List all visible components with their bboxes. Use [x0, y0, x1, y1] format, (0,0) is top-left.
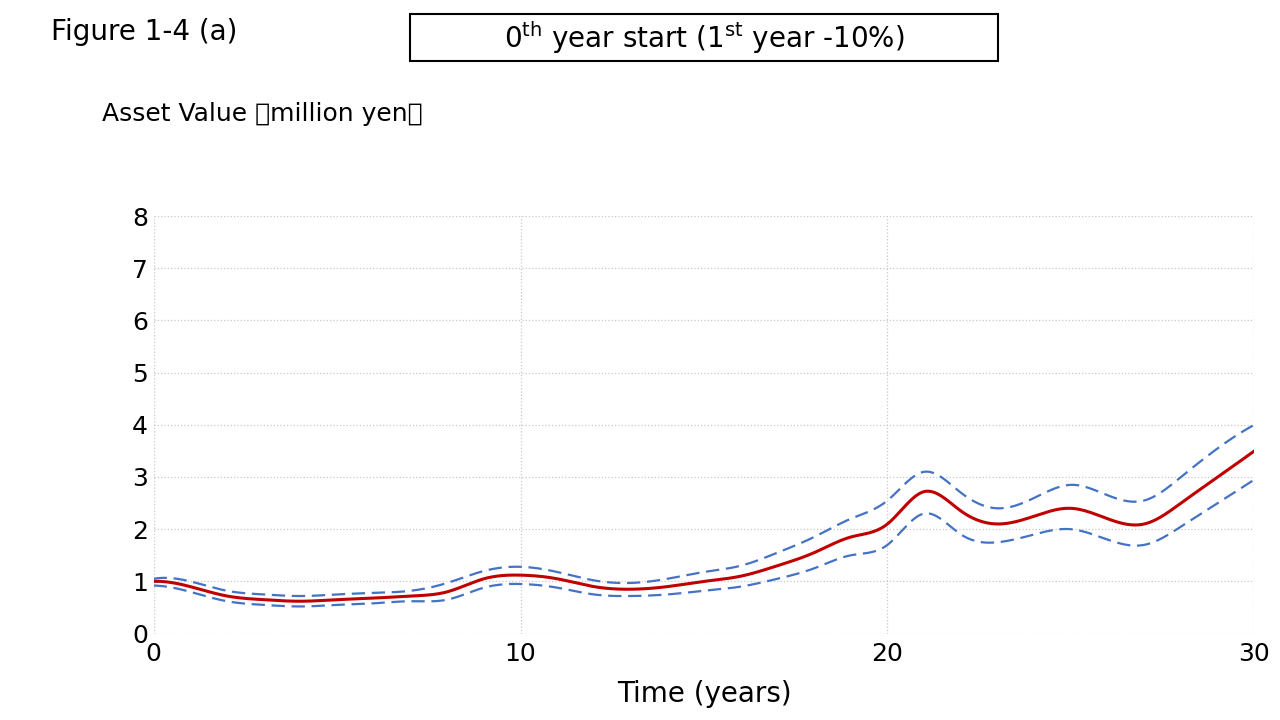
Text: Figure 1-4 (a): Figure 1-4 (a) [51, 18, 238, 46]
Text: Asset Value （million yen）: Asset Value （million yen） [102, 102, 422, 126]
Text: $\mathregular{0}^{\mathregular{th}}$ year start ($\mathregular{1}^{\mathregular{: $\mathregular{0}^{\mathregular{th}}$ yea… [504, 19, 904, 56]
X-axis label: Time (years): Time (years) [617, 680, 791, 708]
